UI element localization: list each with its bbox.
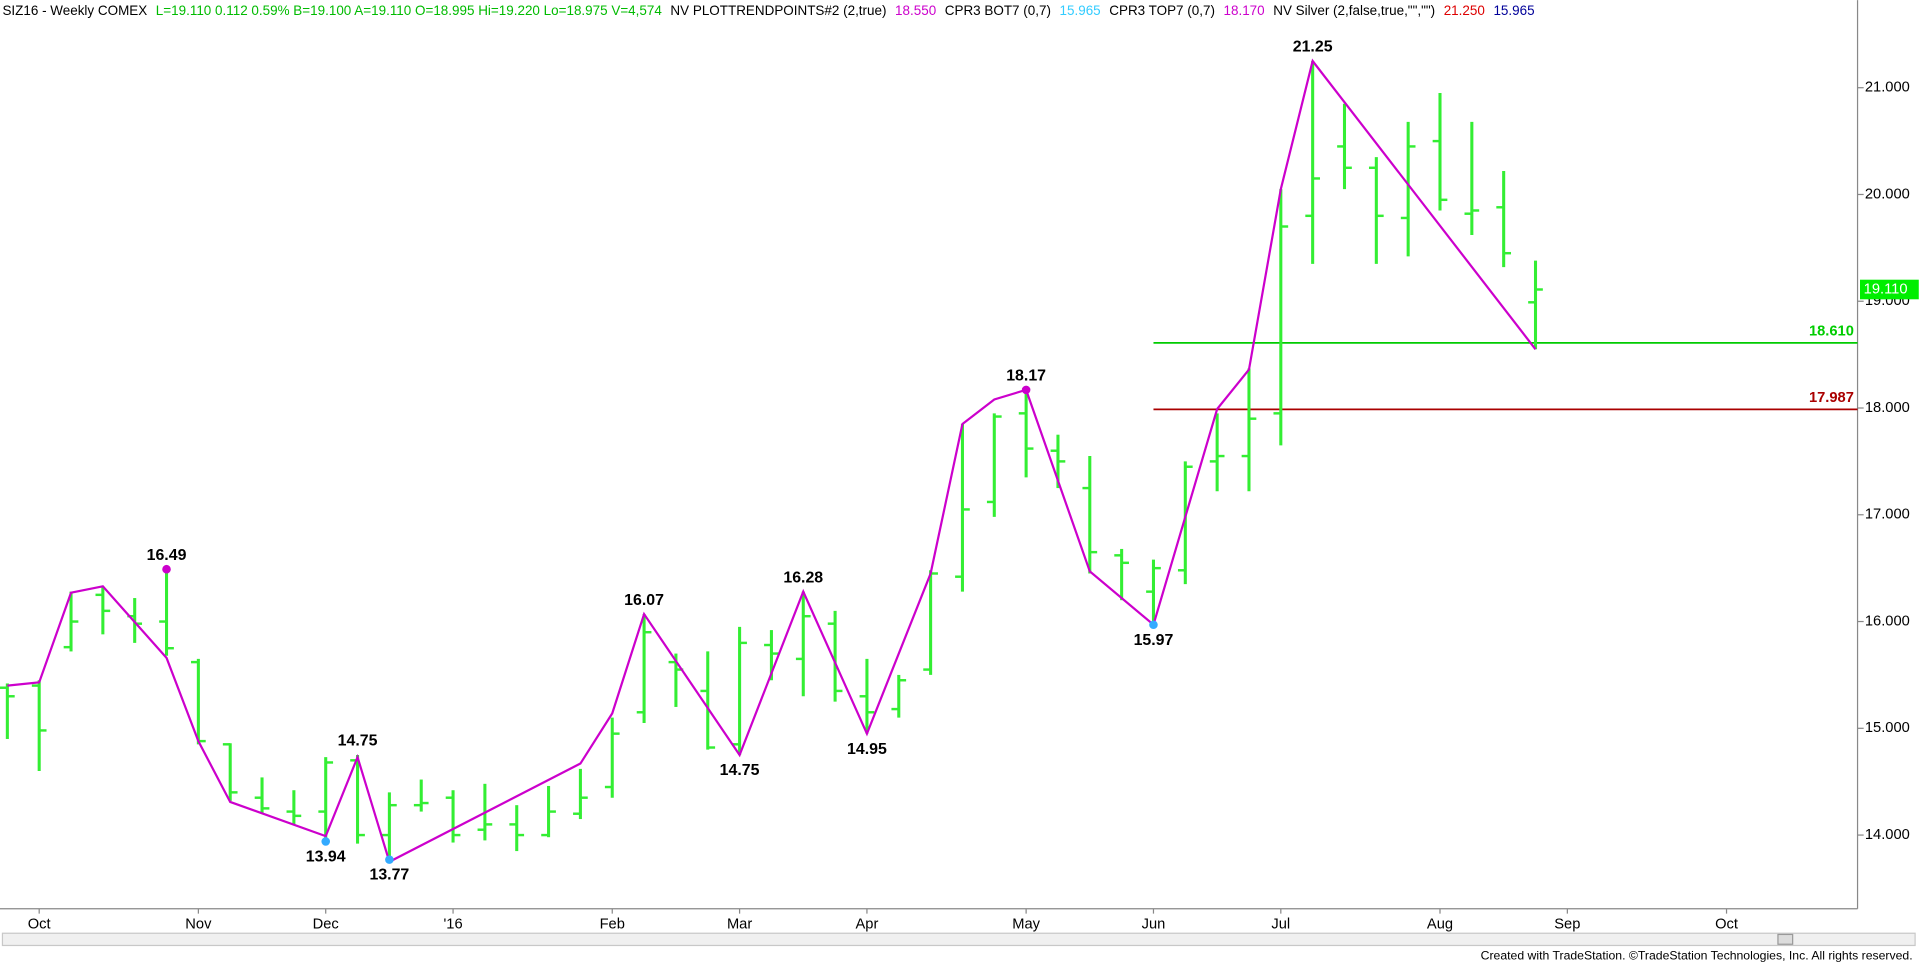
x-tick-label: Apr — [856, 917, 879, 933]
pivot-dot — [1149, 620, 1158, 630]
header-segment: CPR3 TOP7 (0,7) — [1109, 3, 1215, 18]
x-tick-label: May — [1012, 917, 1040, 933]
x-tick-label: Oct — [1715, 917, 1738, 933]
last-price-label: 19.110 — [1864, 281, 1908, 297]
pivot-dot — [321, 837, 330, 846]
pivot-label: 14.75 — [720, 762, 760, 779]
x-tick-label: Jun — [1142, 917, 1166, 933]
x-tick-label: Mar — [727, 917, 752, 933]
y-tick-label: 20.000 — [1865, 186, 1910, 202]
level-label: 17.987 — [1809, 390, 1854, 406]
header-segment: 15.965 — [1060, 3, 1101, 18]
pivot-label: 13.94 — [306, 849, 346, 866]
trend-line — [7, 58, 1537, 864]
last-price-box — [1860, 279, 1919, 300]
pivot-dot — [385, 855, 394, 864]
header-segment: NV Silver (2,false,true,"","") — [1273, 3, 1435, 18]
header-segment: SIZ16 - Weekly COMEX — [2, 3, 147, 18]
x-tick-label: Dec — [313, 917, 339, 933]
y-tick-label: 14.000 — [1865, 827, 1910, 843]
pivot-label: 13.77 — [369, 867, 409, 884]
pivot-label: 14.95 — [847, 741, 887, 758]
pivot-dot — [1021, 385, 1031, 395]
header: SIZ16 - Weekly COMEX L=19.110 0.112 0.59%… — [2, 3, 1534, 18]
y-tick-label: 16.000 — [1865, 613, 1910, 629]
x-tick-label: '16 — [443, 917, 462, 933]
x-tick-label: Jul — [1271, 917, 1290, 933]
header-segment: 18.170 — [1224, 3, 1265, 18]
pivot-label: 14.75 — [338, 733, 378, 750]
y-tick-label: 15.000 — [1865, 720, 1910, 736]
y-tick-label: 17.000 — [1865, 507, 1910, 523]
x-tick-label: Aug — [1427, 917, 1453, 933]
pivot-label: 21.25 — [1293, 39, 1333, 56]
y-tick-label: 18.000 — [1865, 400, 1910, 416]
footer: Created with TradeStation. ©TradeStation… — [1481, 949, 1913, 963]
pivot-label: 18.17 — [1006, 368, 1046, 385]
pivot-label: 16.49 — [147, 547, 187, 564]
pivot-dot — [162, 564, 171, 574]
header-segment: 21.250 — [1444, 3, 1485, 18]
pivot-label: 15.97 — [1134, 632, 1174, 649]
level-label: 18.610 — [1809, 324, 1854, 340]
header-segment: CPR3 BOT7 (0,7) — [945, 3, 1051, 18]
pivot-label: 16.28 — [783, 569, 823, 586]
x-tick-label: Feb — [600, 917, 625, 933]
pivot-label: 16.07 — [624, 592, 664, 609]
x-tick-label: Oct — [28, 917, 51, 933]
header-segment: 18.550 — [895, 3, 936, 18]
header-segment: 15.965 — [1493, 3, 1534, 18]
x-tick-label: Sep — [1554, 917, 1580, 933]
header-segment: NV PLOTTRENDPOINTS#2 (2,true) — [670, 3, 886, 18]
scrollbar[interactable] — [1, 932, 1916, 947]
y-tick-label: 21.000 — [1865, 80, 1910, 96]
header-segment: L=19.110 0.112 0.59% B=19.100 A=19.110 O… — [156, 3, 663, 18]
x-tick-label: Nov — [185, 917, 212, 933]
scrollbar-thumb[interactable] — [1777, 933, 1794, 945]
